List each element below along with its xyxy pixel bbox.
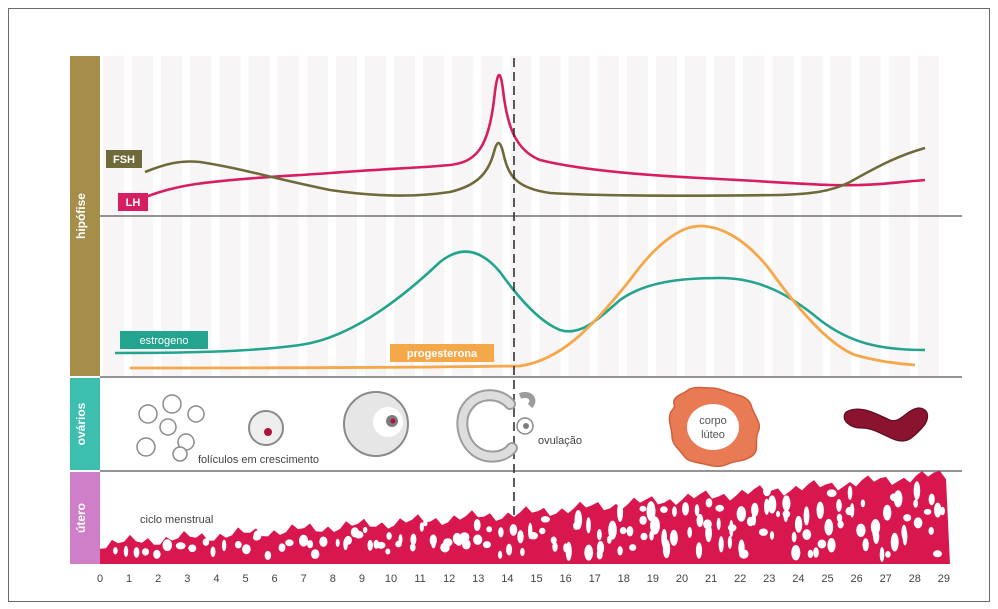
small-follicles [136, 394, 205, 462]
x-tick-12: 12 [443, 573, 455, 585]
fsh-badge [106, 150, 142, 168]
corpo-label: corpo [699, 415, 727, 427]
x-tick-26: 26 [850, 573, 862, 585]
x-tick-0: 0 [97, 573, 103, 585]
x-axis-days: 0 1 2 3 4 5 6 7 8 9 10 11 12 13 14 15 16 17 18 19 20 21 22 23 24… [97, 573, 950, 585]
x-tick-7: 7 [301, 573, 307, 585]
fsh-label: FSH [113, 154, 135, 166]
x-tick-18: 18 [618, 573, 630, 585]
x-tick-22: 22 [734, 573, 746, 585]
x-tick-5: 5 [242, 573, 248, 585]
x-tick-15: 15 [530, 573, 542, 585]
hipofise-band [70, 56, 100, 376]
x-tick-27: 27 [880, 573, 892, 585]
ciclo-menstrual-label: ciclo menstrual [140, 514, 213, 526]
ovulacao-label: ovulação [538, 435, 582, 447]
luteo-label: lúteo [701, 429, 725, 441]
utero-label: útero [74, 503, 88, 533]
foliculos-label: folículos em crescimento [198, 454, 319, 466]
endometrium-lining [100, 471, 950, 564]
x-tick-28: 28 [909, 573, 921, 585]
progesterona-curve [129, 224, 916, 370]
lh-label: LH [126, 197, 141, 209]
x-tick-3: 3 [184, 573, 190, 585]
x-tick-24: 24 [792, 573, 804, 585]
mature-follicle [343, 391, 409, 457]
x-tick-11: 11 [414, 573, 425, 585]
x-tick-9: 9 [359, 573, 365, 585]
hipofise-label: hipófise [74, 193, 88, 239]
x-tick-2: 2 [155, 573, 161, 585]
x-tick-10: 10 [385, 573, 397, 585]
x-tick-25: 25 [821, 573, 833, 585]
estrogeno-badge [120, 331, 208, 349]
ovarios-label: ovários [74, 402, 88, 445]
corpo-luteo [668, 386, 761, 468]
x-tick-17: 17 [589, 573, 601, 585]
x-tick-1: 1 [126, 573, 132, 585]
progesterona-label: progesterona [407, 348, 478, 360]
x-tick-16: 16 [559, 573, 571, 585]
growing-follicle [248, 410, 284, 446]
progesterona-badge [390, 344, 494, 362]
ovarios-band [70, 378, 100, 470]
corpus-albicans [843, 407, 929, 442]
ruptured-follicle [456, 389, 536, 463]
x-tick-4: 4 [213, 573, 219, 585]
estrogeno-label: estrogeno [140, 335, 189, 347]
x-tick-8: 8 [330, 573, 336, 585]
x-tick-13: 13 [472, 573, 484, 585]
fsh-curve [144, 141, 926, 197]
x-tick-21: 21 [705, 573, 717, 585]
x-tick-23: 23 [763, 573, 775, 585]
utero-band [70, 472, 100, 564]
x-tick-14: 14 [501, 573, 513, 585]
lh-badge [118, 193, 148, 211]
x-tick-20: 20 [676, 573, 688, 585]
x-tick-29: 29 [938, 573, 950, 585]
x-tick-6: 6 [272, 573, 278, 585]
x-tick-19: 19 [647, 573, 659, 585]
